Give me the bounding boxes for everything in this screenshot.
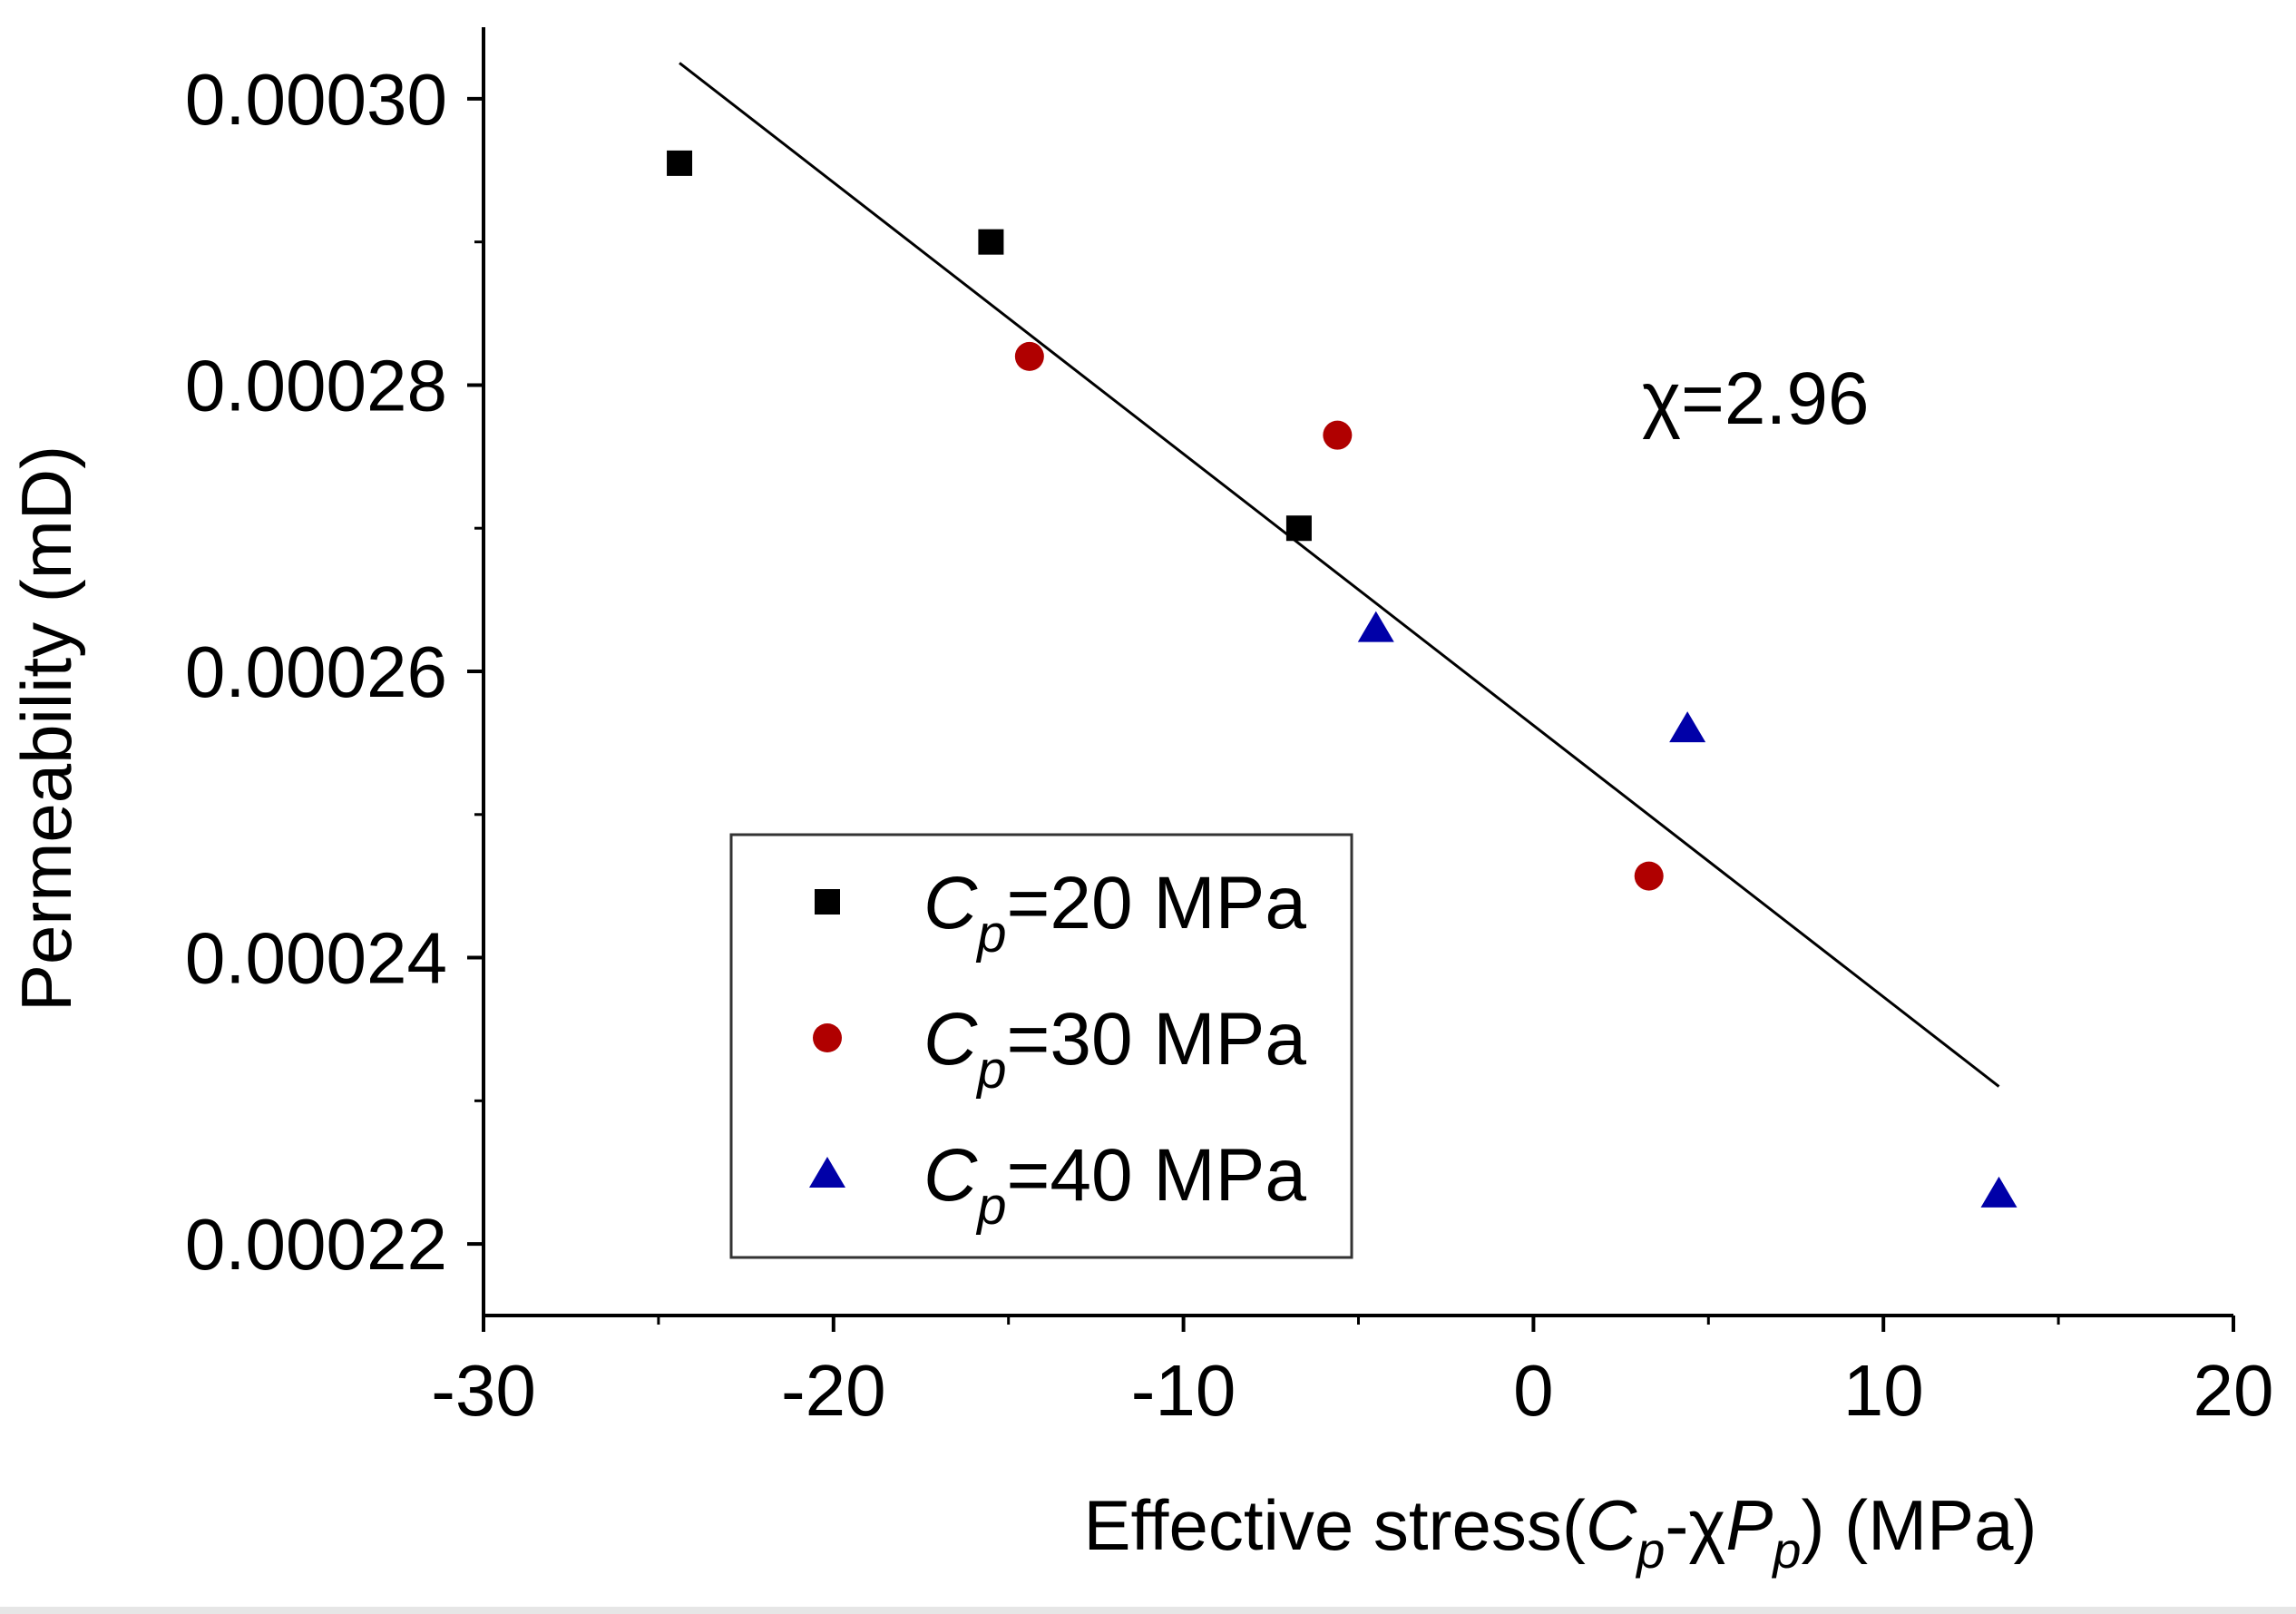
data-points-layer <box>667 150 2018 1208</box>
data-point-circle <box>1014 341 1044 371</box>
x-axis-title-c: C <box>1586 1485 1637 1565</box>
x-tick-label: -20 <box>781 1350 886 1431</box>
data-point-circle <box>1634 861 1664 891</box>
legend-label: Cp=30 MPa <box>923 998 1306 1100</box>
data-point-square <box>1285 515 1312 542</box>
x-axis: -30 -20 -10 0 10 20 <box>431 1316 2273 1431</box>
x-axis-title-middle: -χ <box>1665 1485 1725 1565</box>
x-tick-label: -10 <box>1131 1350 1236 1431</box>
x-tick-label: 0 <box>1513 1350 1554 1431</box>
x-tick-label: -30 <box>431 1350 536 1431</box>
x-axis-title-c-sub: p <box>1635 1521 1665 1579</box>
legend-marker-circle <box>813 1023 842 1052</box>
y-axis: 0.00022 0.00024 0.00026 0.00028 0.00030 <box>185 59 484 1285</box>
y-axis-title: Permeability (mD) <box>6 445 86 1012</box>
x-tick-label: 10 <box>1843 1350 1924 1431</box>
legend-marker-triangle <box>809 1157 845 1188</box>
x-axis-title-suffix: ) (MPa) <box>1802 1485 2037 1565</box>
x-axis-title-p-sub: p <box>1771 1521 1801 1579</box>
data-point-triangle <box>1357 611 1394 642</box>
x-axis-title-prefix: Effective stress( <box>1084 1485 1586 1565</box>
y-tick-label: 0.00030 <box>185 59 447 140</box>
y-tick-label: 0.00028 <box>185 345 447 426</box>
legend-label: Cp=40 MPa <box>923 1134 1306 1236</box>
bottom-divider <box>0 1607 2296 1614</box>
y-tick-label: 0.00024 <box>185 918 447 999</box>
data-point-triangle <box>1669 711 1706 743</box>
fit-line <box>679 62 2000 1088</box>
fit-annotation: χ=2.96 <box>1642 357 1870 440</box>
legend: Cp=20 MPa Cp=30 MPa Cp=40 MPa <box>729 833 1353 1259</box>
data-point-square <box>978 229 1004 255</box>
legend-label: Cp=20 MPa <box>923 862 1306 964</box>
y-tick-label: 0.00022 <box>185 1204 447 1285</box>
x-axis-title-p: P <box>1725 1485 1773 1565</box>
x-tick-label: 20 <box>2193 1350 2274 1431</box>
data-point-square <box>667 150 693 176</box>
fit-line-layer <box>679 62 2000 1088</box>
y-tick-label: 0.00026 <box>185 631 447 712</box>
data-point-circle <box>1323 420 1353 450</box>
legend-marker-square <box>815 889 840 915</box>
x-axis-title: Effective stress(Cp-χPp) (MPa) <box>1084 1485 2037 1579</box>
data-point-triangle <box>1980 1176 2018 1208</box>
